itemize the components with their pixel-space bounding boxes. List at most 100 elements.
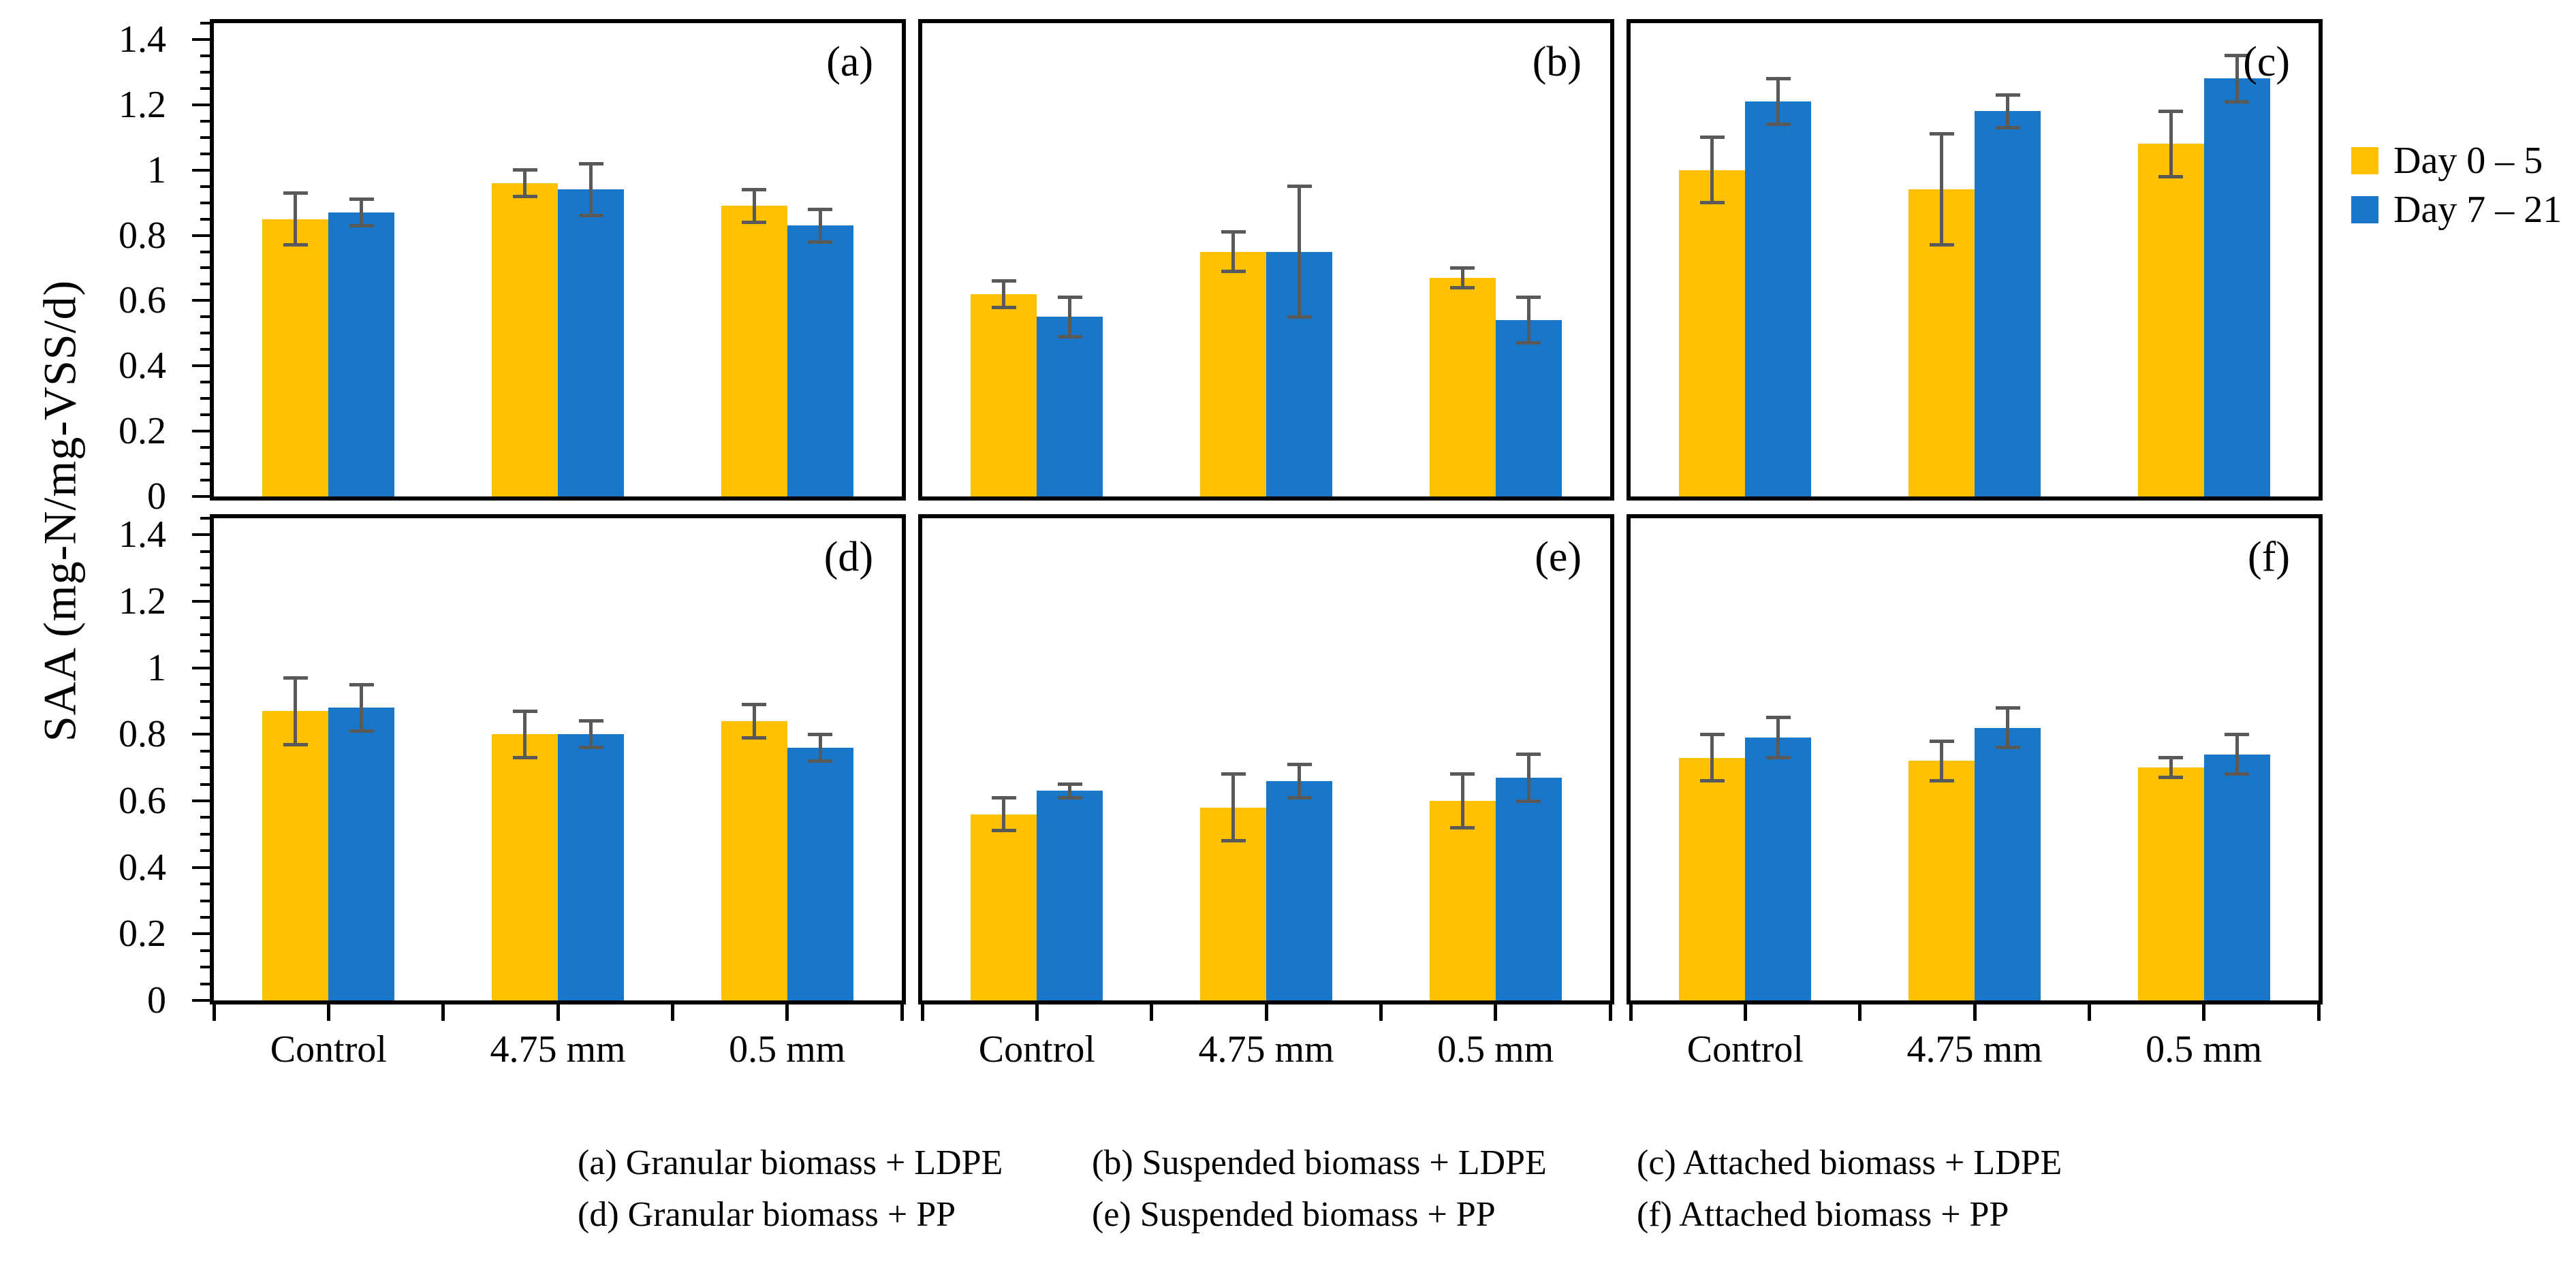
error-bar-cap — [578, 746, 603, 750]
error-bar — [752, 704, 756, 738]
y-axis-minor-tick — [200, 22, 210, 25]
error-bar-cap — [808, 207, 833, 211]
panel-letter-b: (b) — [1532, 39, 1582, 85]
y-axis-tick-label: 0.8 — [119, 713, 166, 756]
y-axis-minor-tick — [200, 966, 210, 969]
error-bar-cap — [512, 168, 537, 172]
bar-day0-5-Control — [262, 219, 329, 496]
error-bar-cap — [1450, 772, 1475, 776]
bar-day0-5-Control — [1679, 757, 1746, 1000]
x-category-label-Control: Control — [270, 1028, 387, 1071]
bar-day7-21-Control — [328, 708, 395, 1000]
y-axis-minor-tick — [200, 201, 210, 204]
error-bar-cap — [742, 735, 767, 740]
error-bar-cap — [1287, 185, 1312, 189]
y-axis-major-tick — [192, 234, 210, 237]
y-axis-minor-tick — [200, 217, 210, 221]
panel-b: (b) — [918, 19, 1614, 501]
error-bar-cap — [2225, 54, 2250, 58]
error-bar-cap — [1765, 716, 1791, 720]
y-axis-minor-tick — [200, 266, 210, 270]
error-bar-cap — [1221, 772, 1246, 776]
y-axis-minor-tick — [200, 915, 210, 919]
legend-item-day7-21: Day 7 – 21 — [2351, 191, 2562, 229]
bar-day0-5-475mm — [492, 734, 558, 1000]
y-axis-minor-tick — [200, 332, 210, 335]
error-bar-cap — [1057, 334, 1082, 338]
error-bar-cap — [991, 305, 1016, 309]
y-axis-minor-tick — [200, 152, 210, 155]
legend-label-day0-5: Day 0 – 5 — [2393, 140, 2543, 182]
error-bar-cap — [1699, 136, 1725, 140]
panel-letter-a: (a) — [826, 39, 873, 85]
y-axis-minor-tick — [200, 413, 210, 417]
error-bar-cap — [512, 194, 537, 198]
error-bar — [1526, 754, 1530, 802]
error-bar-cap — [1995, 125, 2020, 129]
bar-day0-5-475mm — [1200, 251, 1266, 496]
bar-day0-5-05mm — [1429, 277, 1496, 496]
y-axis-minor-tick — [200, 583, 210, 586]
error-bar-cap — [808, 759, 833, 763]
bar-day7-21-475mm — [1266, 780, 1332, 1000]
y-axis-tick-label: 0 — [147, 475, 166, 518]
error-bar — [2006, 95, 2009, 128]
error-bar — [523, 711, 527, 758]
bar-day7-21-Control — [1745, 738, 1812, 1000]
y-axis-major-tick — [192, 932, 210, 936]
panel-f: (f) Control 4.75 mm 0.5 mm — [1627, 514, 2323, 1069]
error-bar-cap — [1765, 76, 1791, 80]
y-axis-tick-label: 1.4 — [119, 513, 166, 556]
y-axis-major-tick — [192, 299, 210, 302]
y-axis-minor-tick — [200, 550, 210, 553]
y-axis-tick-label: 1 — [147, 646, 166, 689]
error-bar-cap — [742, 702, 767, 706]
y-axis-tick-label: 0 — [147, 979, 166, 1022]
y-axis-major-tick — [192, 37, 210, 41]
error-bar — [1526, 297, 1530, 343]
y-axis-tick-label: 1 — [147, 148, 166, 191]
error-bar-cap — [1929, 132, 1954, 136]
x-axis-tick — [900, 1004, 904, 1021]
caption-b: (b) Suspended biomass + LDPE — [1092, 1143, 1547, 1182]
bar-day7-21-05mm — [787, 225, 853, 496]
error-bar-cap — [283, 742, 308, 746]
bar-day7-21-475mm — [1975, 727, 2041, 1000]
y-axis-minor-tick — [200, 517, 210, 520]
x-axis-tick — [1035, 1004, 1039, 1021]
error-bar-cap — [808, 732, 833, 736]
error-bar — [360, 684, 364, 731]
y-axis-minor-tick — [200, 315, 210, 319]
y-axis-minor-tick — [200, 782, 210, 786]
error-bar-cap — [1699, 201, 1725, 205]
error-bar — [2006, 708, 2009, 748]
y-axis-minor-tick — [200, 86, 210, 90]
caption-d: (d) Granular biomass + PP — [578, 1194, 956, 1234]
error-bar — [1231, 232, 1235, 272]
error-bar-cap — [1287, 315, 1312, 319]
y-axis-major-tick — [192, 495, 210, 498]
error-bar-cap — [1765, 756, 1791, 760]
error-bar — [360, 199, 364, 226]
error-bar — [1298, 186, 1301, 317]
y-axis-minor-tick — [200, 883, 210, 886]
y-axis-major-tick — [192, 103, 210, 106]
x-axis-tick — [670, 1004, 674, 1021]
y-axis-minor-tick — [200, 616, 210, 620]
y-axis-minor-tick — [200, 849, 210, 853]
error-bar — [1068, 297, 1072, 337]
y-axis-minor-tick — [200, 250, 210, 253]
y-axis-major-tick — [192, 666, 210, 669]
error-bar — [818, 209, 822, 242]
y-axis-minor-tick — [200, 949, 210, 952]
y-axis-minor-tick — [200, 446, 210, 449]
error-bar-cap — [1699, 732, 1725, 736]
error-bar-cap — [991, 829, 1016, 833]
error-bar-cap — [1287, 762, 1312, 766]
y-axis-tick-label: 0.4 — [119, 345, 166, 387]
error-bar-cap — [2158, 756, 2184, 760]
y-axis-minor-tick — [200, 54, 210, 57]
error-bar — [752, 189, 756, 223]
x-axis-tick — [920, 1004, 924, 1021]
